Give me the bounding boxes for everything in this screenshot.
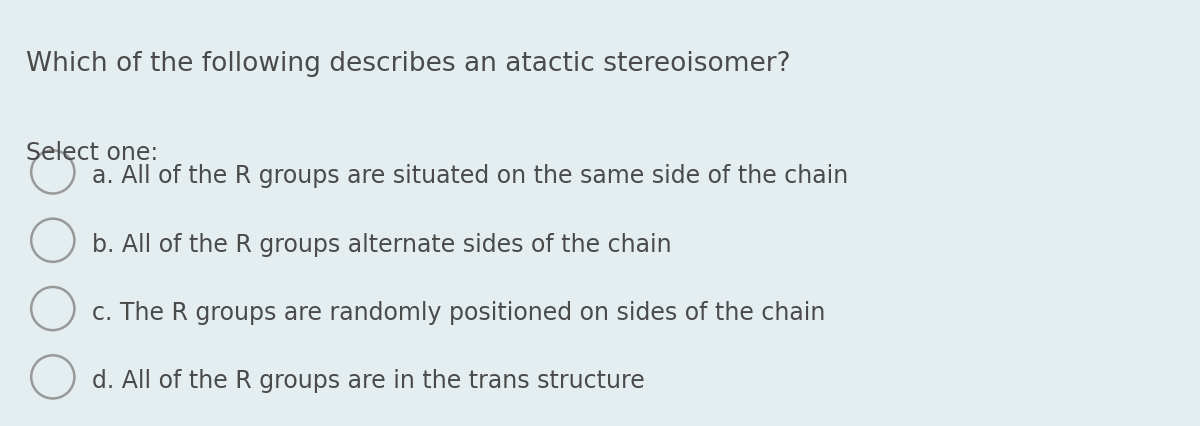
Text: c. The R groups are randomly positioned on sides of the chain: c. The R groups are randomly positioned … (92, 300, 826, 324)
Text: b. All of the R groups alternate sides of the chain: b. All of the R groups alternate sides o… (92, 232, 672, 256)
Text: Select one:: Select one: (26, 141, 158, 164)
Ellipse shape (31, 355, 74, 399)
Text: a. All of the R groups are situated on the same side of the chain: a. All of the R groups are situated on t… (92, 164, 848, 188)
Ellipse shape (31, 151, 74, 194)
Ellipse shape (31, 219, 74, 262)
Text: Which of the following describes an atactic stereoisomer?: Which of the following describes an atac… (26, 51, 791, 77)
Ellipse shape (31, 287, 74, 331)
Text: d. All of the R groups are in the trans structure: d. All of the R groups are in the trans … (92, 368, 646, 392)
